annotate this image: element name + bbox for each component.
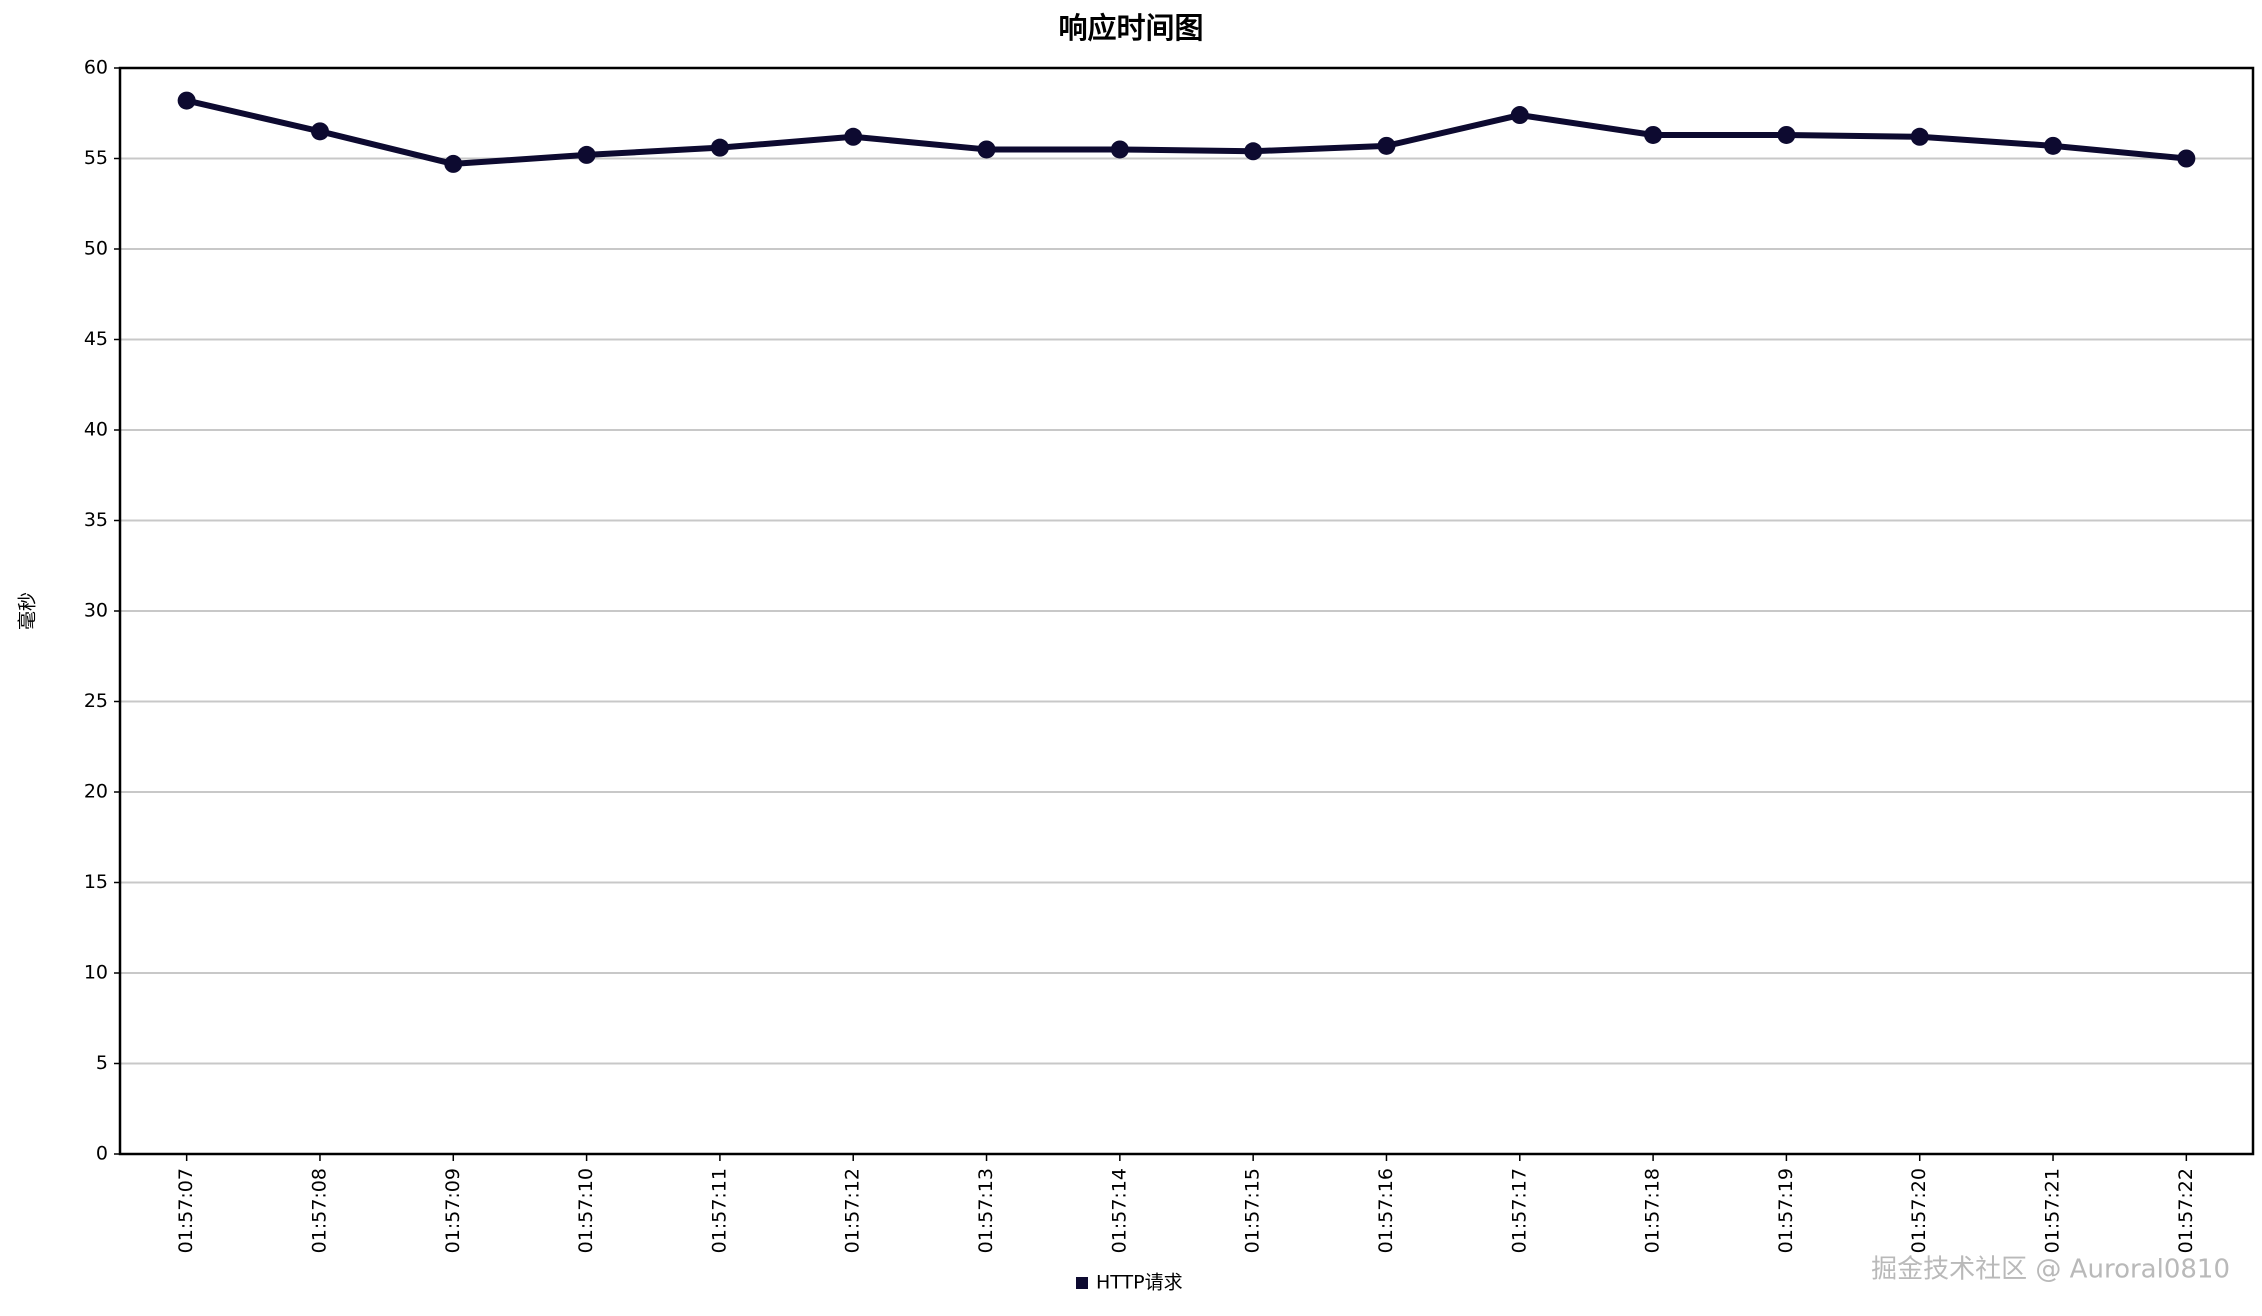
y-tick-label: 25 (84, 690, 108, 712)
x-tick-label: 01:57:07 (175, 1168, 197, 1253)
y-tick-label: 45 (84, 328, 108, 350)
data-point (844, 127, 863, 146)
x-tick-label: 01:57:09 (442, 1168, 464, 1253)
data-point (1110, 140, 1129, 159)
data-point (977, 140, 996, 159)
data-point (1244, 142, 1263, 161)
data-point (2177, 149, 2196, 168)
y-tick-label: 60 (84, 57, 108, 79)
y-tick-label: 0 (96, 1143, 108, 1165)
legend-swatch (1076, 1277, 1088, 1289)
y-tick-label: 35 (84, 509, 108, 531)
y-tick-label: 15 (84, 871, 108, 893)
x-tick-label: 01:57:22 (2175, 1168, 2197, 1253)
x-tick-label: 01:57:11 (708, 1168, 730, 1253)
data-point (710, 138, 729, 157)
data-point (2044, 136, 2063, 155)
x-tick-label: 01:57:20 (1908, 1168, 1930, 1253)
data-point (577, 145, 596, 164)
watermark: 掘金技术社区 @ Auroral0810 (1871, 1255, 2230, 1285)
x-tick-label: 01:57:12 (842, 1168, 864, 1253)
series-line (185, 97, 2187, 167)
plot-frame (118, 66, 2255, 1156)
data-point (310, 122, 329, 141)
y-tick-label: 30 (84, 600, 108, 622)
data-point (1377, 136, 1396, 155)
data-point (1510, 106, 1529, 125)
x-tick-label: 01:57:10 (575, 1168, 597, 1253)
data-point (444, 154, 463, 173)
x-tick-label: 01:57:15 (1242, 1168, 1264, 1253)
y-tick-label: 20 (84, 781, 108, 803)
y-tick-label: 10 (84, 962, 108, 984)
legend-label: HTTP请求 (1096, 1272, 1183, 1294)
data-point (1910, 127, 1929, 146)
data-point (177, 91, 196, 110)
chart-title: 响应时间图 (1058, 11, 1203, 45)
x-tick-label: 01:57:18 (1642, 1168, 1664, 1253)
x-tick-label: 01:57:14 (1108, 1168, 1130, 1253)
x-tick-label: 01:57:21 (2042, 1168, 2064, 1253)
data-point (1644, 125, 1663, 144)
data-point (1777, 125, 1796, 144)
y-tick-label: 40 (84, 419, 108, 441)
y-tick-label: 5 (96, 1052, 108, 1074)
x-tick-label: 01:57:19 (1775, 1168, 1797, 1253)
x-tick-label: 01:57:13 (975, 1168, 997, 1253)
y-tick-label: 55 (84, 147, 108, 169)
y-axis-label: 毫秒 (17, 592, 39, 630)
x-tick-label: 01:57:08 (308, 1168, 330, 1253)
x-tick-label: 01:57:16 (1375, 1168, 1397, 1253)
x-tick-label: 01:57:17 (1508, 1168, 1530, 1253)
y-tick-label: 50 (84, 238, 108, 260)
